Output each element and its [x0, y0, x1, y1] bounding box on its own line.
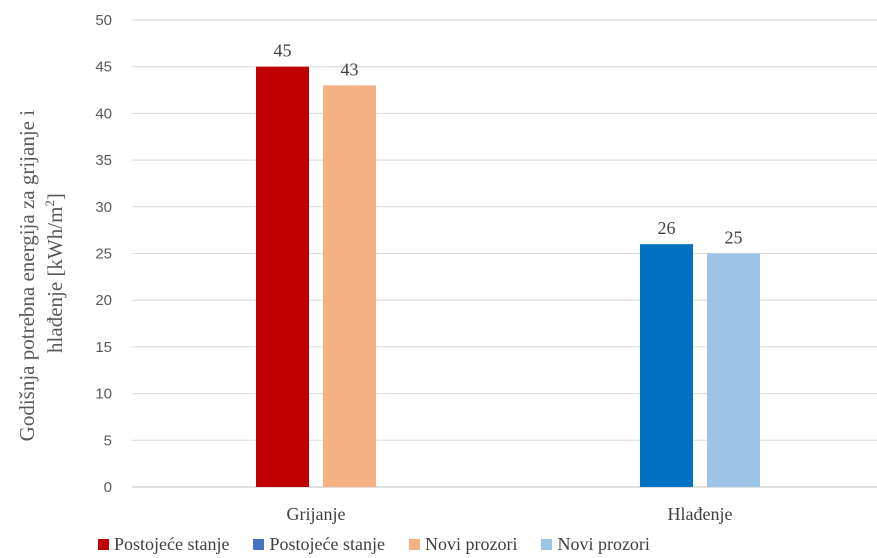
bar — [256, 66, 309, 487]
data-labels: 45 43 26 25 — [274, 41, 743, 248]
legend-label: Novi prozori — [424, 533, 518, 554]
bars — [256, 66, 760, 487]
x-category-label: Hlađenje — [668, 504, 733, 524]
legend-label: Postojeće stanje — [114, 533, 230, 554]
legend-swatch — [541, 538, 553, 550]
legend-item: Novi prozori — [541, 533, 650, 555]
y-tick-label: 15 — [95, 339, 112, 356]
legend: Postojeće stanje Postojeće stanje Novi p… — [98, 532, 674, 556]
y-tick-label: 30 — [95, 199, 112, 216]
legend-swatch — [408, 538, 420, 550]
y-tick-label: 5 — [104, 432, 112, 449]
legend-swatch — [98, 538, 109, 550]
y-tick-label: 0 — [104, 479, 112, 496]
y-tick-label: 50 — [95, 12, 112, 29]
legend-label: Postojeće stanje — [269, 533, 385, 554]
y-axis-title-line1: Godišnja potrebna energija za grijanje i — [15, 110, 39, 442]
y-tick-label: 45 — [95, 59, 112, 76]
x-axis-categories: Grijanje Hlađenje — [287, 504, 733, 524]
y-tick-label: 20 — [95, 292, 112, 309]
x-category-label: Grijanje — [287, 504, 346, 524]
data-label: 26 — [658, 218, 676, 238]
y-tick-label: 35 — [95, 152, 112, 169]
legend-swatch — [253, 538, 265, 550]
y-tick-label: 40 — [95, 105, 112, 122]
bar — [323, 85, 376, 487]
data-label: 45 — [274, 41, 292, 61]
data-label: 43 — [341, 59, 359, 79]
y-tick-label: 25 — [95, 246, 112, 263]
gridlines — [132, 19, 877, 488]
legend-item: Novi prozori — [408, 533, 518, 555]
legend-item: Postojeće stanje — [98, 534, 229, 555]
y-tick-label: 10 — [95, 386, 112, 403]
legend-item: Postojeće stanje — [253, 533, 385, 555]
y-axis-title: Godišnja potrebna energija za grijanje i… — [15, 105, 67, 442]
bar — [640, 244, 693, 487]
y-axis-ticks: 0 5 10 15 20 25 30 35 40 45 50 — [95, 12, 112, 496]
bar — [707, 253, 760, 487]
data-label: 25 — [725, 228, 743, 248]
y-axis-title-line2: hlađenje [kWh/m — [43, 207, 67, 353]
y-axis-title-end: ] — [43, 193, 67, 200]
legend-label: Novi prozori — [557, 533, 650, 554]
y-axis-title-superscript: 2 — [42, 200, 57, 207]
